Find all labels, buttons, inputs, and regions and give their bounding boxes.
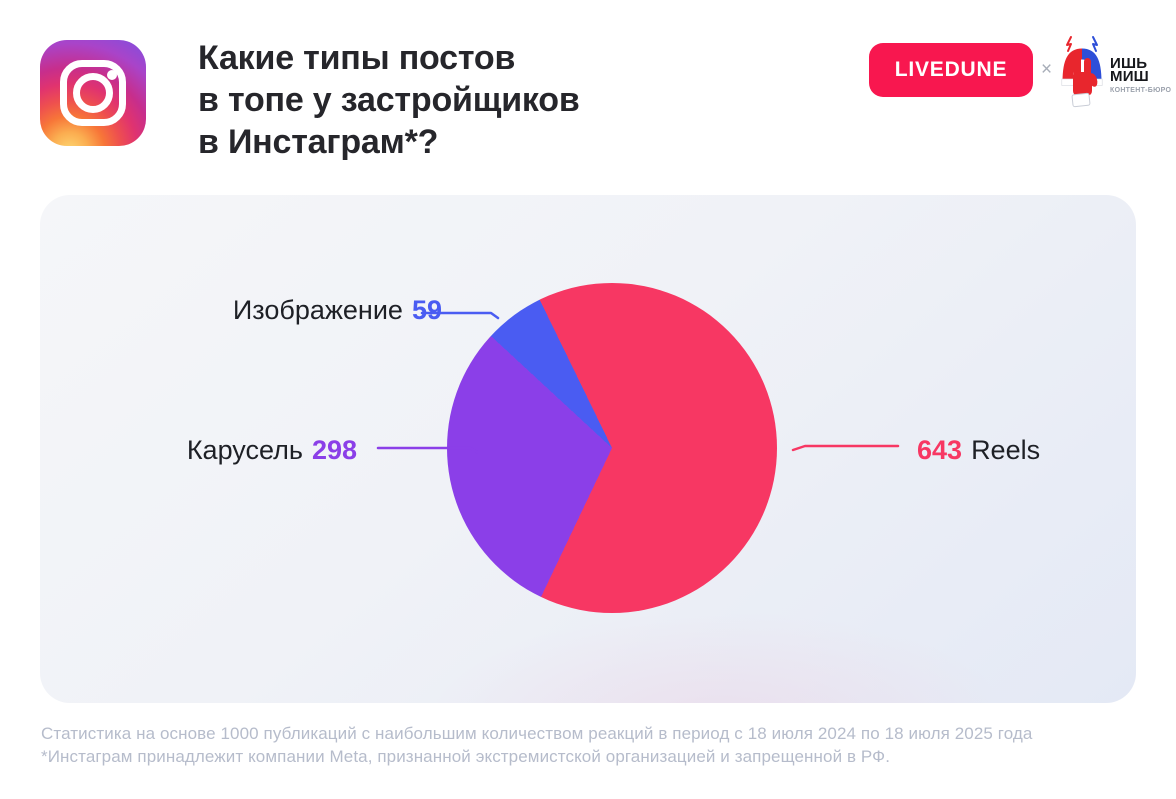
pie-chart — [447, 283, 777, 613]
slice-label-carousel: Карусель 298 — [187, 434, 357, 466]
footnote: Статистика на основе 1000 публикаций с н… — [41, 722, 1032, 768]
instagram-camera-flash-dot — [107, 70, 117, 80]
page-title-line-3: в Инстаграм*? — [198, 123, 439, 161]
partner-subtitle: КОНТЕНТ-БЮРО — [1110, 87, 1172, 94]
partner-name-line-1: ИШЬ — [1110, 55, 1148, 72]
ish-mish-logo: ИШЬ МИШ КОНТЕНТ-БЮРО — [1058, 34, 1171, 112]
slice-label-reels: 643 Reels — [917, 434, 1040, 466]
ish-mish-wordmark: ИШЬ МИШ КОНТЕНТ-БЮРО — [1110, 34, 1171, 112]
slice-label-carousel-value: 298 — [311, 435, 357, 465]
partner-name-line-2: МИШ — [1110, 68, 1149, 85]
chart-card: Изображение 59 Карусель 298 643 Reels — [40, 195, 1136, 703]
page-title: Какие типы постов в топе у застройщиков … — [198, 37, 580, 163]
footnote-line-2: *Инстаграм принадлежит компании Meta, пр… — [41, 747, 891, 766]
page-title-line-2: в топе у застройщиков — [198, 81, 580, 119]
slice-label-image-name: Изображение — [232, 295, 403, 325]
slice-label-reels-value: 643 — [917, 435, 963, 465]
slice-label-image: Изображение 59 — [233, 294, 442, 326]
livedune-badge[interactable]: LIVEDUNE — [869, 43, 1033, 97]
instagram-logo-icon — [40, 40, 146, 146]
slice-label-reels-name: Reels — [971, 435, 1041, 465]
rock-hand-magnet-icon — [1061, 36, 1103, 108]
instagram-camera-lens — [73, 73, 113, 113]
collab-separator: × — [1041, 59, 1053, 80]
instagram-camera-frame — [60, 60, 126, 126]
page-title-line-1: Какие типы постов — [198, 39, 516, 77]
footnote-line-1: Статистика на основе 1000 публикаций с н… — [41, 724, 1033, 743]
callout-line-reels — [791, 444, 900, 452]
slice-label-image-value: 59 — [411, 295, 442, 325]
slice-label-carousel-name: Карусель — [186, 435, 303, 465]
